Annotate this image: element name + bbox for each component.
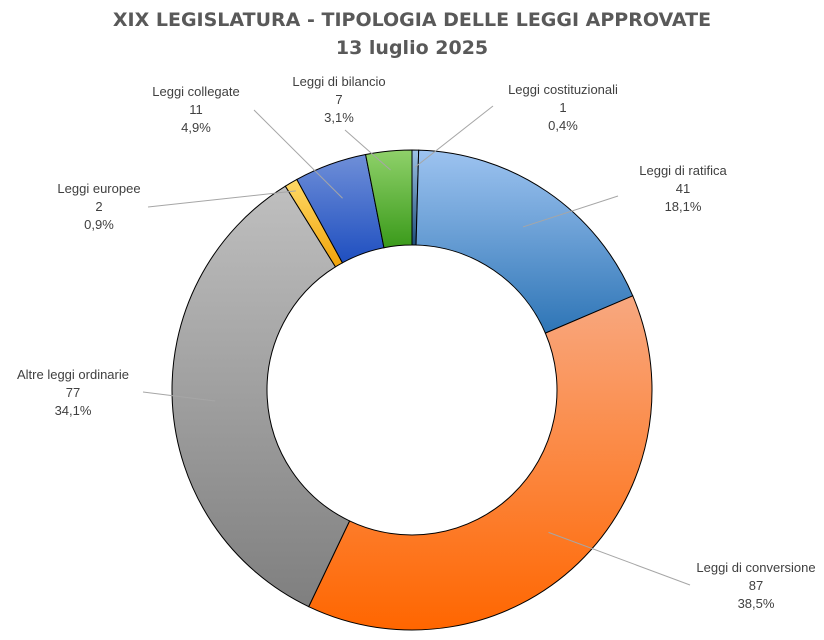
slice-leggi-di-bilancio (364, 149, 413, 249)
leader-line (344, 129, 391, 171)
chart-title: XIX LEGISLATURA - TIPOLOGIA DELLE LEGGI … (0, 6, 824, 62)
slice-name: Leggi di bilancio (292, 74, 386, 89)
leader-line (253, 109, 343, 199)
data-label: Altre leggi ordinarie 77 34,1% (0, 366, 153, 420)
data-label: Leggi costituzionali 1 0,4% (483, 81, 643, 135)
chart-subtitle: 13 luglio 2025 (335, 37, 489, 59)
data-label: Leggi collegate 11 4,9% (116, 83, 276, 137)
slice-altre-leggi-ordinarie (171, 185, 351, 608)
slice-percent: 34,1% (54, 403, 92, 418)
slice-value: 7 (335, 92, 343, 107)
slice-name: Altre leggi ordinarie (16, 367, 129, 382)
slice-value: 11 (189, 102, 203, 117)
slice-name: Leggi costituzionali (508, 82, 618, 97)
slice-value: 41 (675, 181, 691, 196)
leader-lines (142, 105, 691, 586)
slice-leggi-di-ratifica (415, 149, 634, 334)
slices-layer (171, 149, 653, 631)
leader-line (548, 531, 691, 586)
leader-line (522, 195, 619, 228)
leader-line (142, 391, 216, 402)
slice-value: 87 (748, 578, 764, 593)
leader-line (414, 105, 494, 168)
slice-name: Leggi di conversione (696, 560, 816, 575)
slice-percent: 0,4% (548, 118, 578, 133)
slice-value: 77 (65, 385, 81, 400)
slice-value: 1 (559, 100, 567, 115)
data-label: Leggi europee 2 0,9% (19, 180, 179, 234)
chart-title-line: XIX LEGISLATURA - TIPOLOGIA DELLE LEGGI … (112, 9, 712, 31)
leader-line (147, 190, 296, 208)
slice-name: Leggi di ratifica (639, 163, 727, 178)
slice-name: Leggi collegate (152, 84, 240, 99)
slice-percent: 38,5% (737, 596, 775, 611)
slice-leggi-di-conversione (308, 295, 653, 631)
slice-name: Leggi europee (57, 181, 141, 196)
slice-percent: 3,1% (324, 110, 354, 125)
data-label: Leggi di ratifica 41 18,1% (603, 162, 763, 216)
data-label: Leggi di bilancio 7 3,1% (259, 73, 419, 127)
slice-percent: 0,9% (84, 217, 114, 232)
slice-percent: 18,1% (664, 199, 702, 214)
slice-value: 2 (95, 199, 103, 214)
data-label: Leggi di conversione 87 38,5% (676, 559, 824, 613)
slice-percent: 4,9% (181, 120, 211, 135)
